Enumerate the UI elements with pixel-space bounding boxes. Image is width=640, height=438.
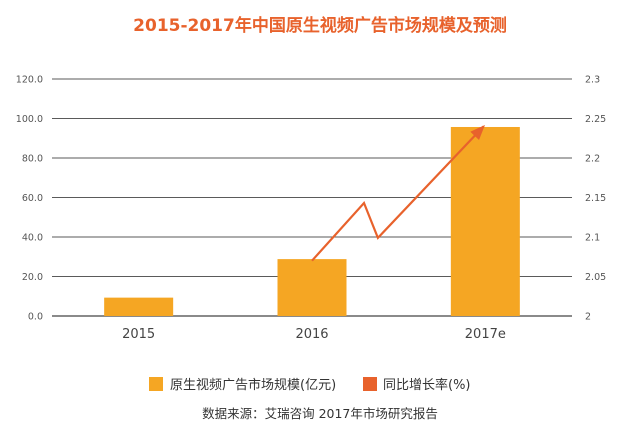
right-axis-ticks: 2 2.05 2.1 2.15 2.2 2.25 2.3: [585, 75, 606, 323]
right-tick-label: 2: [585, 312, 591, 323]
growth-line: [311, 125, 485, 262]
chart-title: 2015-2017年中国原生视频广告市场规模及预测: [133, 15, 507, 36]
right-tick-label: 2.25: [585, 114, 606, 125]
right-tick-label: 2.3: [585, 75, 600, 86]
category-label: 2017e: [465, 327, 506, 342]
legend: 原生视频广告市场规模(亿元) 同比增长率(%): [149, 377, 471, 393]
source-note: 数据来源：艾瑞咨询 2017年市场研究报告: [202, 406, 438, 421]
left-tick-label: 80.0: [22, 154, 43, 165]
left-tick-label: 100.0: [16, 114, 43, 125]
x-axis-categories: 2015 2016 2017e: [122, 327, 506, 342]
bar-2017e: [450, 126, 520, 317]
growth-line-series: [311, 124, 485, 262]
legend-bar-swatch: [149, 377, 163, 391]
left-tick-label: 120.0: [16, 75, 43, 86]
left-tick-label: 0.0: [28, 312, 43, 323]
bar-series: [104, 126, 520, 317]
category-label: 2015: [122, 327, 155, 342]
right-tick-label: 2.15: [585, 193, 606, 204]
legend-line-label: 同比增长率(%): [383, 377, 471, 393]
bar-2015: [104, 297, 174, 316]
category-label: 2016: [295, 327, 328, 342]
left-tick-label: 40.0: [22, 233, 43, 244]
legend-bar-label: 原生视频广告市场规模(亿元): [170, 377, 336, 393]
right-tick-label: 2.2: [585, 154, 600, 165]
right-tick-label: 2.05: [585, 272, 606, 283]
legend-line-swatch: [363, 377, 377, 391]
growth-line-arrowhead: [470, 124, 485, 140]
left-axis-ticks: 0.0 20.0 40.0 60.0 80.0 100.0 120.0: [16, 75, 43, 323]
left-tick-label: 60.0: [22, 193, 43, 204]
bar-2016: [277, 259, 347, 316]
left-tick-label: 20.0: [22, 272, 43, 283]
right-tick-label: 2.1: [585, 233, 600, 244]
